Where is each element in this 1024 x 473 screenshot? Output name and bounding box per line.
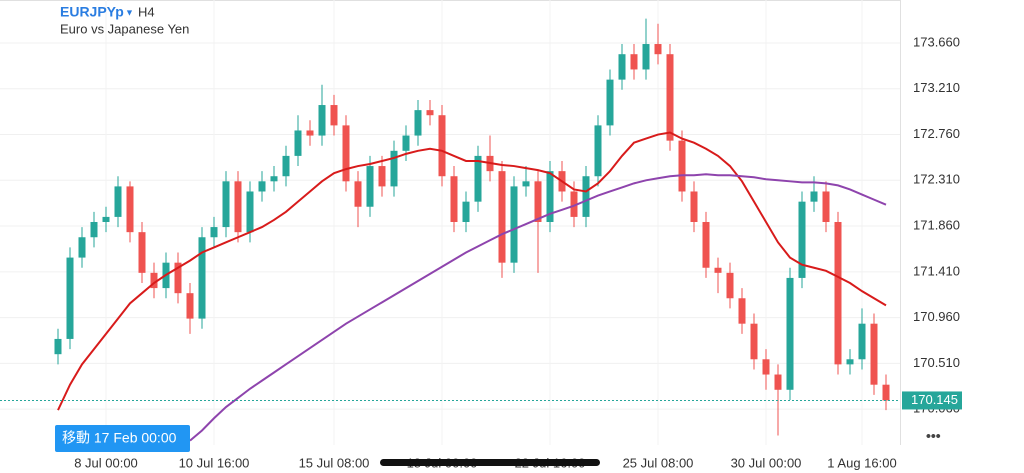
y-tick-label: 170.510 <box>913 355 960 370</box>
y-tick-label: 171.860 <box>913 217 960 232</box>
candle-body <box>630 54 638 70</box>
candle-body <box>342 125 350 182</box>
symbol-dropdown[interactable]: ▼ <box>125 7 134 17</box>
candle-body <box>546 171 554 222</box>
candle-body <box>246 191 254 233</box>
candle-body <box>822 191 830 222</box>
candle-body <box>282 155 290 177</box>
candle-body <box>678 140 686 192</box>
y-tick-label: 170.960 <box>913 309 960 324</box>
last-price-label: 170.145 <box>911 392 958 407</box>
candle-body <box>414 110 422 136</box>
candle-body <box>666 54 674 141</box>
candle-body <box>594 125 602 177</box>
candle-body <box>462 201 470 222</box>
candle-body <box>810 191 818 202</box>
candle-body <box>126 186 134 233</box>
goto-label[interactable]: 移動 17 Feb 00:00 <box>62 430 177 446</box>
x-tick-label: 15 Jul 08:00 <box>299 455 370 470</box>
candle-body <box>726 272 734 299</box>
candle-body <box>306 130 314 136</box>
candle-body <box>870 323 878 385</box>
candle-body <box>690 191 698 222</box>
y-tick-label: 173.210 <box>913 80 960 95</box>
candle-body <box>402 135 410 151</box>
candle-body <box>738 298 746 324</box>
candle-body <box>150 272 158 289</box>
candle-body <box>198 237 206 319</box>
candle-body <box>294 130 302 156</box>
candle-body <box>426 110 434 116</box>
candle-body <box>582 176 590 217</box>
subtitle: Euro vs Japanese Yen <box>60 21 189 36</box>
candle-body <box>798 201 806 278</box>
candle-body <box>750 323 758 360</box>
x-tick-label: 8 Jul 00:00 <box>74 455 138 470</box>
candle-body <box>90 221 98 238</box>
goto-box[interactable] <box>55 425 190 452</box>
symbol[interactable]: EURJPYp <box>60 4 124 20</box>
candle-body <box>882 384 890 401</box>
candle-body <box>66 257 74 339</box>
timeframe[interactable]: H4 <box>138 4 155 19</box>
candle-body <box>222 181 230 228</box>
candle-body <box>606 79 614 126</box>
candle-body <box>318 105 326 136</box>
candle-body <box>702 221 710 268</box>
candle-body <box>390 150 398 187</box>
x-tick-label: 10 Jul 16:00 <box>179 455 250 470</box>
y-tick-label: 171.410 <box>913 263 960 278</box>
candle-body <box>378 166 386 187</box>
candle-body <box>450 176 458 222</box>
candle-body <box>258 181 266 192</box>
candle-body <box>642 44 650 70</box>
candle-body <box>714 267 722 273</box>
moving-average <box>57 131 887 411</box>
candle-body <box>786 277 794 390</box>
x-tick-label: 25 Jul 08:00 <box>623 455 694 470</box>
candle-body <box>618 54 626 80</box>
scrollbar[interactable] <box>380 459 600 466</box>
candle-body <box>858 323 866 360</box>
plot <box>0 18 900 442</box>
y-tick-label: 172.760 <box>913 126 960 141</box>
candle-body <box>186 293 194 319</box>
candle-body <box>774 374 782 390</box>
candle-body <box>366 166 374 207</box>
y-tick-label: 173.660 <box>913 34 960 49</box>
candle-body <box>102 216 110 222</box>
candle-body <box>438 115 446 177</box>
candle-body <box>330 105 338 126</box>
candle-body <box>762 359 770 375</box>
y-tick-label: 172.310 <box>913 172 960 187</box>
last-price-box <box>902 391 962 410</box>
candle-body <box>522 181 530 187</box>
candle-body <box>138 232 146 273</box>
candle-body <box>54 338 62 355</box>
candle-body <box>846 359 854 365</box>
candle-body <box>270 176 278 182</box>
candle-body <box>354 181 362 207</box>
candle-body <box>474 155 482 202</box>
candle-body <box>78 237 86 258</box>
candle-body <box>498 171 506 263</box>
candle-body <box>510 186 518 263</box>
x-tick-label: 1 Aug 16:00 <box>827 455 896 470</box>
x-tick-label: 30 Jul 00:00 <box>731 455 802 470</box>
candle-body <box>234 181 242 233</box>
moving-average <box>189 173 887 442</box>
candle-body <box>654 44 662 55</box>
candle-body <box>570 191 578 217</box>
candle-body <box>210 227 218 238</box>
menu[interactable]: ••• <box>926 428 941 444</box>
candle-body <box>834 221 842 365</box>
candle-body <box>534 181 542 222</box>
candle-body <box>114 186 122 217</box>
grid <box>0 0 900 445</box>
candle-body <box>174 262 182 294</box>
